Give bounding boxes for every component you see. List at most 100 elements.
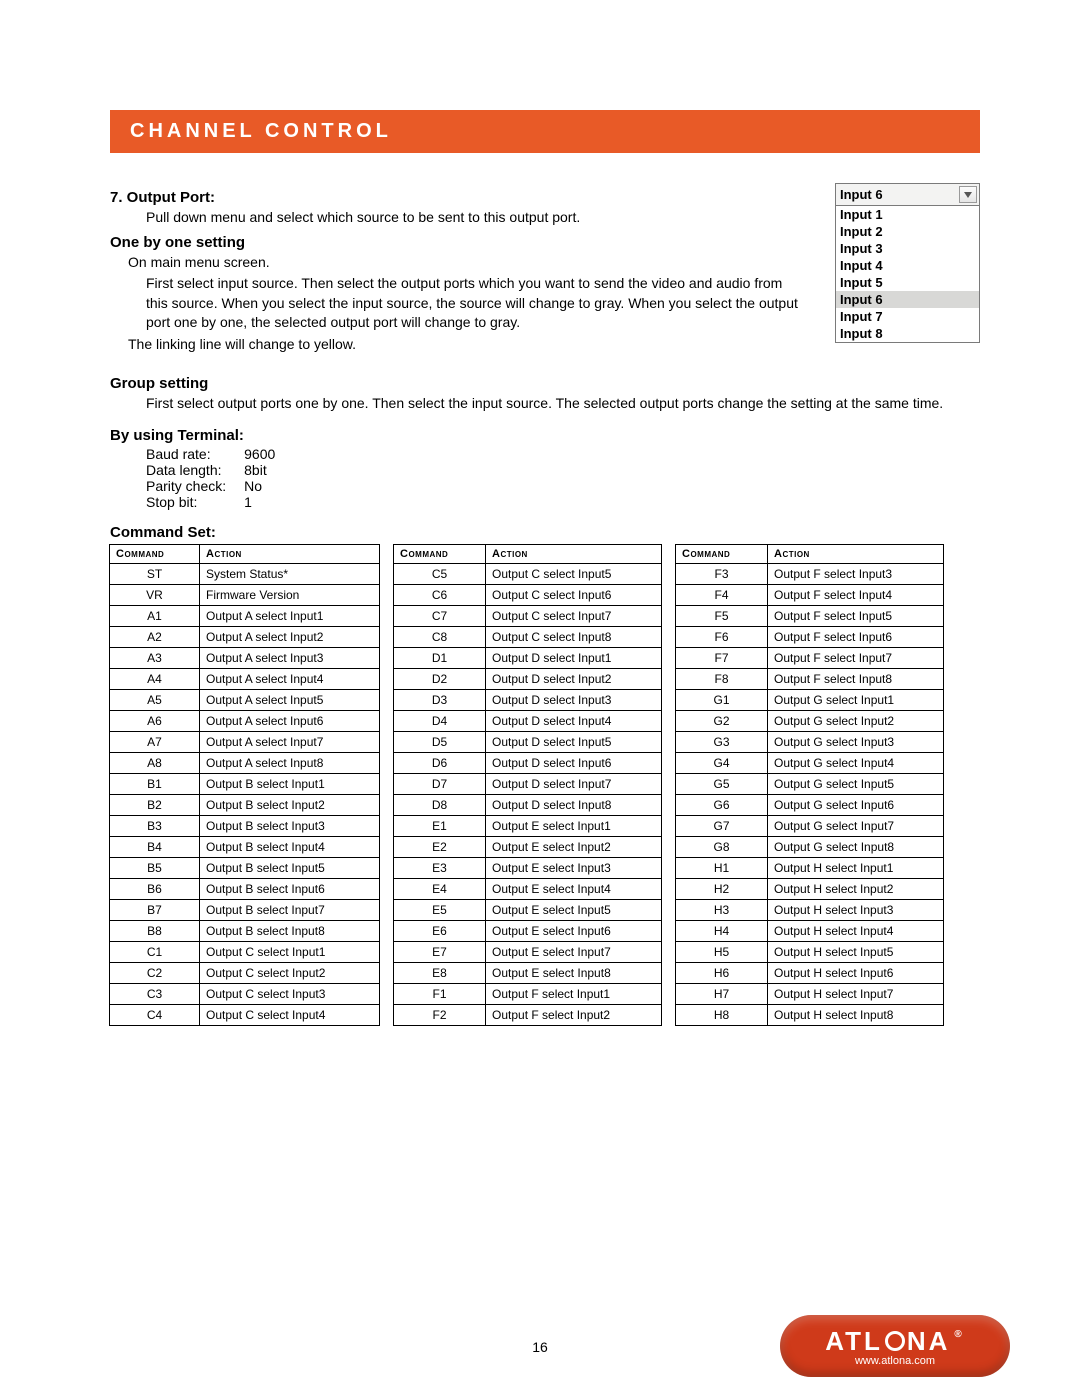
command-cell: C4	[109, 1004, 200, 1026]
table-gap	[662, 732, 676, 753]
one-by-one-heading: One by one setting	[110, 234, 805, 251]
command-cell: E6	[393, 920, 486, 942]
command-cell: C6	[393, 584, 486, 606]
command-cell: G5	[675, 773, 768, 795]
command-cell: Output C select Input2	[199, 962, 380, 984]
command-cell: B7	[109, 899, 200, 921]
command-cell: E1	[393, 815, 486, 837]
command-cell: Output G select Input7	[767, 815, 944, 837]
dropdown-option[interactable]: Input 7	[836, 308, 979, 325]
table-gap	[662, 900, 676, 921]
table-gap	[380, 753, 394, 774]
command-cell: E8	[393, 962, 486, 984]
dropdown-selected-row[interactable]: Input 6	[836, 184, 979, 206]
dropdown-option[interactable]: Input 8	[836, 325, 979, 342]
command-cell: E3	[393, 857, 486, 879]
command-cell: Output H select Input7	[767, 983, 944, 1005]
terminal-row: Parity check:No	[146, 478, 293, 494]
command-cell: Output G select Input5	[767, 773, 944, 795]
command-cell: Output B select Input1	[199, 773, 380, 795]
dropdown-option[interactable]: Input 1	[836, 206, 979, 223]
command-cell: B1	[109, 773, 200, 795]
command-cell: Output G select Input4	[767, 752, 944, 774]
table-gap	[662, 837, 676, 858]
table-gap	[380, 648, 394, 669]
dropdown-option[interactable]: Input 2	[836, 223, 979, 240]
command-cell: H7	[675, 983, 768, 1005]
table-gap	[662, 1005, 676, 1026]
table-gap	[380, 816, 394, 837]
command-cell: ST	[109, 563, 200, 585]
terminal-cell: 1	[244, 494, 293, 510]
command-cell: F3	[675, 563, 768, 585]
dropdown-option[interactable]: Input 5	[836, 274, 979, 291]
command-cell: Output D select Input3	[485, 689, 662, 711]
table-gap	[380, 942, 394, 963]
command-cell: E5	[393, 899, 486, 921]
command-header-cell: Command	[109, 544, 200, 564]
command-cell: C8	[393, 626, 486, 648]
table-gap	[662, 921, 676, 942]
table-gap	[380, 795, 394, 816]
command-cell: Output B select Input4	[199, 836, 380, 858]
terminal-row: Baud rate:9600	[146, 446, 293, 462]
one-by-one-intro: On main menu screen.	[110, 253, 805, 273]
command-cell: H2	[675, 878, 768, 900]
command-cell: Output F select Input3	[767, 563, 944, 585]
table-gap	[380, 837, 394, 858]
command-cell: Output D select Input1	[485, 647, 662, 669]
table-gap	[380, 732, 394, 753]
table-gap	[662, 774, 676, 795]
command-cell: Output A select Input5	[199, 689, 380, 711]
brand-ring-icon	[885, 1331, 905, 1351]
command-cell: F6	[675, 626, 768, 648]
command-cell: Output E select Input5	[485, 899, 662, 921]
dropdown-option[interactable]: Input 3	[836, 240, 979, 257]
output-port-desc: Pull down menu and select which source t…	[110, 208, 805, 228]
command-cell: Output E select Input1	[485, 815, 662, 837]
command-cell: Output E select Input2	[485, 836, 662, 858]
command-cell: C1	[109, 941, 200, 963]
command-cell: Output D select Input7	[485, 773, 662, 795]
dropdown-option[interactable]: Input 6	[836, 291, 979, 308]
command-cell: F1	[393, 983, 486, 1005]
input-dropdown[interactable]: Input 6 Input 1Input 2Input 3Input 4Inpu…	[835, 183, 980, 343]
command-cell: C5	[393, 563, 486, 585]
table-gap	[380, 984, 394, 1005]
dropdown-option[interactable]: Input 4	[836, 257, 979, 274]
terminal-cell: Stop bit:	[146, 494, 244, 510]
command-set-heading: Command Set:	[110, 524, 980, 541]
chevron-down-icon[interactable]	[959, 186, 977, 203]
terminal-cell: Baud rate:	[146, 446, 244, 462]
command-set-table: CommandActionCommandActionCommandActionS…	[110, 545, 980, 1026]
command-cell: Output E select Input3	[485, 857, 662, 879]
command-cell: B4	[109, 836, 200, 858]
one-by-one-body: First select input source. Then select t…	[110, 274, 805, 333]
command-cell: Output C select Input5	[485, 563, 662, 585]
command-cell: F4	[675, 584, 768, 606]
command-cell: Output C select Input3	[199, 983, 380, 1005]
table-gap	[380, 921, 394, 942]
command-cell: Output E select Input8	[485, 962, 662, 984]
table-gap	[662, 858, 676, 879]
terminal-heading: By using Terminal:	[110, 427, 980, 444]
command-cell: B8	[109, 920, 200, 942]
command-header-cell: Action	[199, 544, 380, 564]
command-cell: A1	[109, 605, 200, 627]
command-cell: Output G select Input3	[767, 731, 944, 753]
command-cell: Output F select Input8	[767, 668, 944, 690]
table-gap	[380, 606, 394, 627]
command-cell: A3	[109, 647, 200, 669]
table-gap	[662, 690, 676, 711]
command-cell: Output A select Input2	[199, 626, 380, 648]
group-setting-heading: Group setting	[110, 375, 980, 392]
command-cell: A7	[109, 731, 200, 753]
command-cell: H5	[675, 941, 768, 963]
command-cell: F2	[393, 1004, 486, 1026]
table-gap	[380, 900, 394, 921]
table-gap	[662, 795, 676, 816]
command-cell: Output E select Input7	[485, 941, 662, 963]
command-cell: Output C select Input8	[485, 626, 662, 648]
command-cell: Output B select Input6	[199, 878, 380, 900]
command-cell: Output D select Input4	[485, 710, 662, 732]
